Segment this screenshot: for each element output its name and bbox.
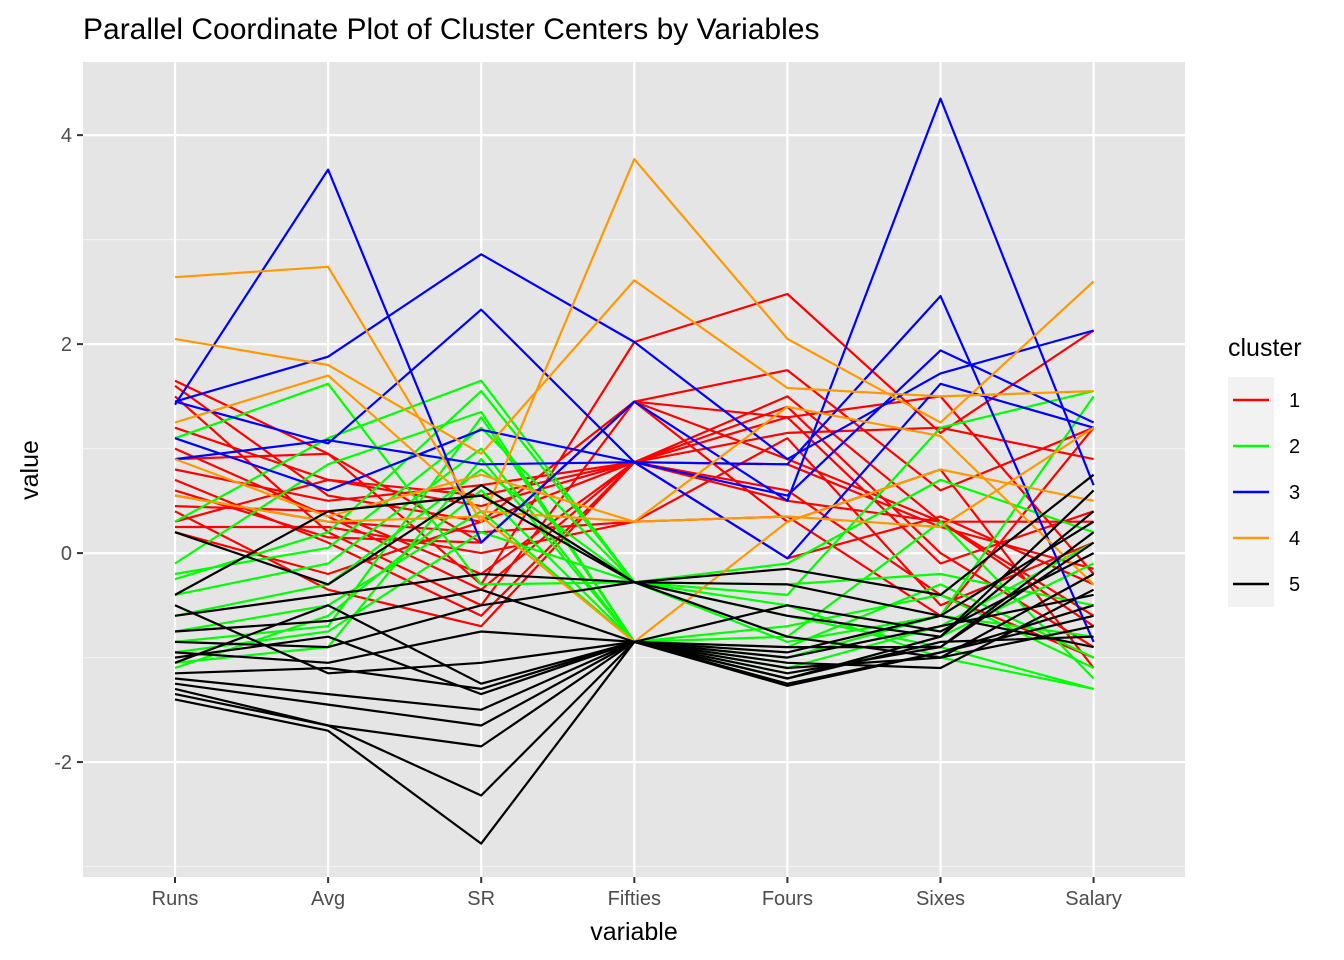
legend-keys: 1 2 3 4 5 (1228, 377, 1300, 607)
y-tick-label: 0 (61, 543, 72, 565)
legend-title: cluster (1228, 334, 1302, 362)
x-axis-ticks: Runs Avg SR Fifties Fours Sixes Salary (152, 877, 1122, 910)
x-axis-title: variable (590, 918, 678, 946)
legend-label: 2 (1289, 436, 1300, 458)
y-tick-label: 2 (61, 334, 72, 356)
x-tick-label: Fifties (608, 888, 661, 910)
series-line-cluster-3 (174, 349, 1095, 497)
legend: cluster 1 2 3 4 5 (1228, 334, 1302, 607)
series-line-cluster-3 (174, 253, 1094, 461)
x-tick-label: Fours (762, 888, 813, 910)
x-tick-label: Sixes (916, 888, 965, 910)
y-tick-label: 4 (61, 125, 72, 147)
series-line-cluster-5 (174, 552, 1095, 696)
x-tick-label: Runs (152, 888, 199, 910)
series-lines (174, 97, 1095, 845)
series-line-cluster-3 (174, 97, 1095, 544)
legend-label: 5 (1289, 574, 1300, 596)
y-axis-ticks: -2 0 2 4 (54, 125, 83, 774)
series-line-cluster-4 (174, 158, 1095, 523)
legend-label: 4 (1289, 528, 1300, 550)
x-tick-label: Avg (311, 888, 345, 910)
x-tick-label: Salary (1065, 888, 1122, 910)
x-tick-label: SR (467, 888, 495, 910)
series-line-cluster-4 (174, 279, 1094, 455)
chart-title: Parallel Coordinate Plot of Cluster Cent… (83, 13, 819, 46)
legend-label: 3 (1289, 482, 1300, 504)
y-axis-title: value (16, 440, 44, 500)
legend-label: 1 (1289, 390, 1300, 412)
y-tick-label: -2 (54, 752, 72, 774)
series-line-cluster-4 (174, 405, 1095, 586)
